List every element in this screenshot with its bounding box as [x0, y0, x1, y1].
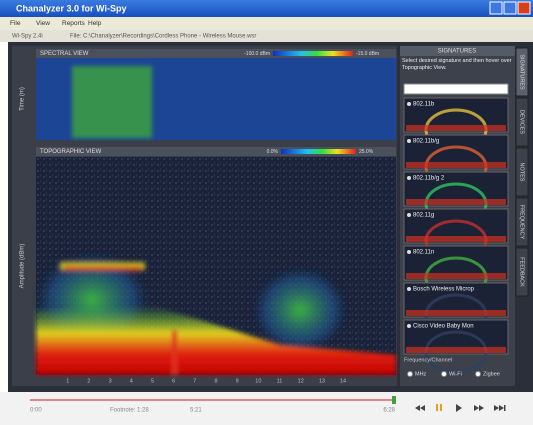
- radio-button[interactable]: [407, 371, 413, 377]
- channel-label: 13: [319, 378, 325, 384]
- instructions: Select desired signature and then hover …: [402, 58, 512, 71]
- channel-label: 1: [66, 378, 69, 384]
- topo-heatmap: [32, 250, 396, 375]
- channel-label: 14: [340, 378, 346, 384]
- signature-icon: [407, 287, 411, 291]
- timeline-end: 6:28: [383, 408, 395, 414]
- close-button[interactable]: [517, 1, 531, 15]
- topo-y-label: Amplitude (dBm): [20, 244, 26, 289]
- signature-base: [406, 125, 506, 131]
- menu-bar: [0, 17, 533, 30]
- channel-label: 11: [277, 378, 283, 384]
- radio-label: Zigbee: [483, 371, 500, 377]
- channel-label: 7: [193, 378, 196, 384]
- signature-icon: [407, 213, 411, 217]
- signature-base: [406, 199, 506, 205]
- timeline-position: 5:21: [190, 408, 202, 414]
- topo-header: [36, 147, 396, 156]
- side-tab-label: FREQUENCY: [519, 205, 525, 240]
- signature-base: [406, 310, 506, 316]
- spectral-header: [36, 49, 396, 58]
- file-path: File: C:\Chanalyzer\Recordings\Cordless …: [70, 34, 256, 40]
- topo-scale-max: 25.0%: [359, 149, 374, 155]
- channel-label: 10: [255, 378, 261, 384]
- topo-scale-min: 0.0%: [267, 149, 279, 155]
- maximize-button[interactable]: [503, 1, 517, 15]
- side-tab-label: DEVICES: [519, 110, 525, 134]
- signature-icon: [407, 139, 411, 143]
- channel-label: 4: [130, 378, 133, 384]
- signature-icon: [407, 102, 411, 106]
- pause-button-bar: [440, 404, 442, 411]
- signature-dropdown[interactable]: [403, 83, 509, 95]
- spectral-scale-min: -100.0 dBm: [244, 51, 270, 57]
- signature-icon: [407, 250, 411, 254]
- signature-icon: [407, 176, 411, 180]
- radio-label: Wi-Fi: [449, 371, 462, 377]
- channel-label: 2: [87, 378, 90, 384]
- window-title: Chanalyzer 3.0 for Wi-Spy: [16, 3, 126, 13]
- side-header-bar: [400, 46, 515, 56]
- playback-controls: [415, 404, 506, 412]
- signature-icon: [407, 324, 411, 328]
- minimize-button[interactable]: [489, 1, 503, 15]
- signature-base: [406, 236, 506, 242]
- radio-button[interactable]: [475, 371, 481, 377]
- pause-button[interactable]: [436, 404, 438, 411]
- spectral-scale-max: -15.0 dBm: [356, 51, 379, 57]
- signature-name: 802.11b/g: [413, 139, 439, 145]
- channel-label: 12: [298, 378, 304, 384]
- radio-label: MHz: [415, 371, 427, 377]
- option-label: Frequency/Channel: [404, 357, 452, 363]
- side-tab[interactable]: [515, 47, 529, 97]
- signature-base: [406, 347, 506, 353]
- signature-name: Bosch Wireless Microp: [413, 287, 475, 293]
- side-tab[interactable]: [515, 247, 529, 297]
- rewind-button[interactable]: [415, 405, 425, 411]
- signature-name: 802.11b: [413, 102, 435, 108]
- spectral-signal: [72, 66, 152, 138]
- channel-label: 8: [214, 378, 217, 384]
- signature-name: Cisco Video Baby Mon: [413, 324, 474, 330]
- channel-label: 6: [172, 378, 175, 384]
- menu-item[interactable]: View: [36, 20, 50, 27]
- spectral-scale: [273, 51, 353, 56]
- signature-name: 802.11b/g 2: [413, 176, 445, 182]
- device-label: Wi-Spy 2.4i: [12, 34, 43, 40]
- menu-item[interactable]: File: [10, 20, 21, 27]
- spectral-title: SPECTRAL VIEW: [40, 51, 89, 57]
- menu-item[interactable]: Reports: [62, 20, 86, 27]
- side-tab[interactable]: [515, 97, 529, 147]
- forward-button[interactable]: [474, 405, 484, 411]
- timeline-start: 0:00: [30, 408, 42, 414]
- side-tab-label: NOTES: [519, 163, 525, 182]
- instructions-box: Select desired signature and then hover …: [402, 58, 512, 71]
- spectral-y-label: Time (m): [20, 87, 26, 111]
- side-tab-label: FEEDBACK: [519, 257, 525, 287]
- bottom-bar: [0, 392, 533, 425]
- signature-name: 802.11g: [413, 213, 434, 219]
- side-tab-label: SIGNATURES: [519, 54, 525, 90]
- end-button[interactable]: [494, 405, 506, 411]
- channel-label: 5: [151, 378, 154, 384]
- signature-base: [406, 273, 506, 279]
- menu-item[interactable]: Help: [88, 20, 102, 27]
- title-bar: [0, 0, 533, 17]
- radio-button[interactable]: [441, 371, 447, 377]
- timeline-handle[interactable]: [392, 396, 396, 404]
- topo-title: TOPOGRAPHIC VIEW: [40, 149, 102, 155]
- channel-label: 3: [109, 378, 112, 384]
- channel-label: 9: [236, 378, 239, 384]
- topo-scale: [281, 149, 356, 154]
- toolbar: [0, 30, 533, 42]
- play-button[interactable]: [456, 404, 462, 412]
- side-header: SIGNATURES: [438, 49, 477, 55]
- timeline-footnote: Footnote: 1:28: [110, 408, 149, 414]
- side-tab[interactable]: [515, 197, 529, 247]
- signature-base: [406, 162, 506, 168]
- signature-name: 802.11n: [413, 250, 434, 256]
- side-tab[interactable]: [515, 147, 529, 197]
